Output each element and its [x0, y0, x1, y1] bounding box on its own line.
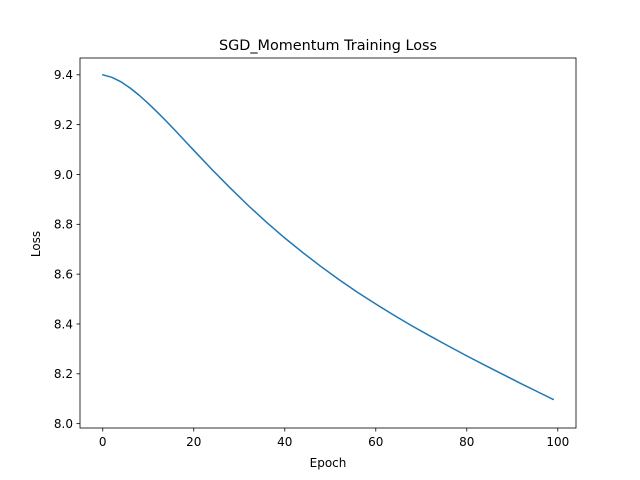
- y-tick-label: 8.2: [54, 367, 73, 381]
- loss-series-line: [102, 74, 554, 401]
- x-axis: 0 20 40 60 80 100: [99, 428, 569, 449]
- plot-frame: [79, 57, 577, 429]
- x-tick-label: 100: [546, 435, 569, 449]
- y-tick-label: 8.4: [54, 317, 73, 331]
- y-tick-label: 8.8: [54, 218, 73, 232]
- x-tick-label: 60: [368, 435, 383, 449]
- x-tick-label: 80: [459, 435, 474, 449]
- y-axis: 8.0 8.2 8.4 8.6 8.8 9.0 9.2 9.4: [54, 68, 80, 431]
- y-tick-label: 9.0: [54, 168, 73, 182]
- y-tick-label: 9.4: [54, 68, 73, 82]
- y-tick-label: 8.6: [54, 267, 73, 281]
- y-tick-label: 8.0: [54, 417, 73, 431]
- chart-title: SGD_Momentum Training Loss: [219, 38, 437, 54]
- y-tick-label: 9.2: [54, 118, 73, 132]
- y-axis-label: Loss: [29, 231, 43, 257]
- x-axis-label: Epoch: [310, 456, 347, 470]
- x-tick-label: 0: [99, 435, 107, 449]
- x-tick-label: 40: [277, 435, 292, 449]
- x-tick-label: 20: [186, 435, 201, 449]
- plot-area: [102, 74, 554, 401]
